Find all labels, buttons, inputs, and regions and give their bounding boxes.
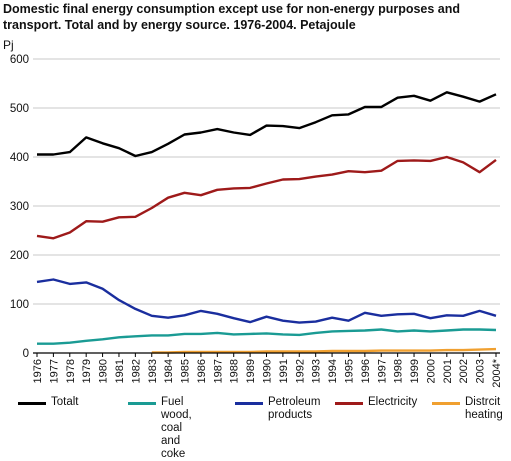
y-tick-label: 500: [10, 103, 29, 115]
x-tick-label: 1981: [114, 359, 126, 383]
series-line-petroleum: [36, 278, 497, 324]
x-tick-label: 1996: [360, 359, 372, 383]
legend-swatch-petroleum: [235, 402, 263, 405]
legend-swatch-electricity: [335, 402, 363, 405]
y-tick-labels: 0 100 200 300 400 500 600: [10, 54, 29, 360]
x-tick-label: 1992: [294, 359, 306, 383]
legend-swatch-fuelwood: [128, 402, 156, 405]
y-tick-label: 300: [10, 201, 29, 213]
gridlines: [33, 58, 500, 305]
legend-label-district: Distrcit heating: [465, 396, 503, 421]
y-tick-label: 400: [10, 152, 29, 164]
x-tick-label: 1978: [65, 359, 77, 383]
x-tick-label: 1980: [98, 359, 110, 383]
x-tick-label: 2000: [425, 359, 437, 383]
x-tick-label: 1997: [376, 359, 388, 383]
x-tick-label: 1993: [311, 359, 323, 383]
x-tick-label: 1979: [81, 359, 93, 383]
y-tick-label: 0: [23, 348, 29, 360]
title-line-2: transport. Total and by energy source. 1…: [3, 18, 356, 32]
legend-label-totalt: Totalt: [51, 396, 79, 408]
x-tick-label: 2003: [475, 359, 487, 383]
title-line-1: Domestic final energy consumption except…: [3, 2, 461, 16]
y-tick-label: 600: [10, 54, 29, 66]
legend-swatch-totalt: [18, 402, 46, 405]
x-tick-label: 1987: [212, 359, 224, 383]
chart-title: Domestic final energy consumption except…: [3, 1, 508, 33]
x-tick-label: 1989: [245, 359, 257, 383]
series-line-district: [151, 347, 497, 354]
x-tick-label: 1990: [262, 359, 274, 383]
x-tick-label: 2001: [442, 359, 454, 383]
y-axis-label: Pj: [3, 38, 14, 52]
series-line-totalt: [37, 91, 497, 158]
legend-label-electricity: Electricity: [368, 396, 418, 408]
x-tick-label: 1995: [343, 359, 355, 383]
legend: Totalt Fuel wood, coal and coke Petroleum …: [0, 396, 511, 460]
x-tick-label: 1982: [130, 359, 142, 383]
x-tick-label: 1994: [327, 359, 339, 383]
x-tick-label: 1999: [409, 359, 421, 383]
x-tick-label: 1988: [229, 359, 241, 383]
series-line-electricity: [36, 155, 497, 240]
legend-label-fuelwood: Fuel wood, coal and coke: [161, 396, 192, 460]
legend-swatch-district: [432, 402, 460, 405]
x-tick-label: 2002: [458, 359, 470, 383]
y-tick-label: 100: [10, 299, 29, 311]
x-tick-label: 1984: [163, 359, 175, 383]
x-tick-label: 1986: [196, 359, 208, 383]
line-chart: 0 100 200 300 400 500 600 1976 1977 1978 1979 1980…: [3, 38, 503, 388]
x-tick-labels: 1976 1977 1978 1979 1980 1981 1982 1983 1984 1985…: [32, 353, 503, 388]
x-tick-label: 1976: [32, 359, 44, 383]
series-lines: [36, 91, 497, 354]
x-tick-label: 2004*: [491, 358, 503, 387]
series-line-fuelwood: [37, 328, 497, 345]
x-tick-label: 1998: [393, 359, 405, 383]
x-tick-label: 1983: [147, 359, 159, 383]
x-tick-label: 1977: [48, 359, 60, 383]
x-tick-label: 1991: [278, 359, 290, 383]
y-tick-label: 200: [10, 250, 29, 262]
x-tick-label: 1985: [180, 359, 192, 383]
legend-label-petroleum: Petroleum products: [268, 396, 321, 421]
